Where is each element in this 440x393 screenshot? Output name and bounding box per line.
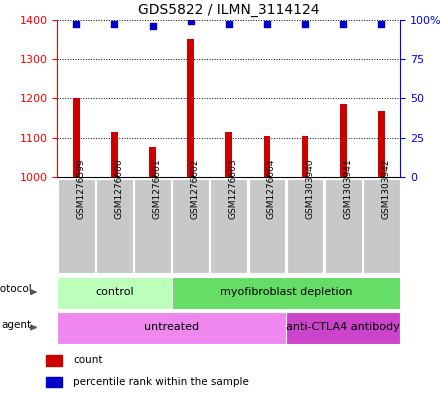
Text: untreated: untreated [144,322,199,332]
Bar [73,98,80,177]
FancyBboxPatch shape [286,312,400,344]
Bar [149,147,156,177]
Point [111,21,118,28]
FancyBboxPatch shape [363,179,400,273]
Text: GSM1303942: GSM1303942 [381,158,390,219]
Text: control: control [95,287,134,297]
Text: myofibroblast depletion: myofibroblast depletion [220,287,352,297]
Bar [264,136,270,177]
FancyBboxPatch shape [172,277,400,309]
FancyBboxPatch shape [172,179,209,273]
Text: count: count [73,355,103,365]
Point [340,21,347,28]
Text: agent: agent [1,320,32,330]
Bar [225,132,232,177]
Text: GSM1303940: GSM1303940 [305,158,314,219]
FancyBboxPatch shape [210,179,247,273]
FancyBboxPatch shape [287,179,323,273]
Bar [340,104,347,177]
Bar [187,39,194,177]
Text: percentile rank within the sample: percentile rank within the sample [73,377,249,387]
FancyBboxPatch shape [58,179,95,273]
Text: anti-CTLA4 antibody: anti-CTLA4 antibody [286,322,400,332]
Point [378,21,385,28]
Bar [46,355,62,365]
Text: GSM1303941: GSM1303941 [343,158,352,219]
FancyBboxPatch shape [249,179,285,273]
Bar [111,132,118,177]
Text: GSM1276604: GSM1276604 [267,158,276,219]
Text: GSM1276599: GSM1276599 [76,158,85,219]
Text: GSM1276600: GSM1276600 [114,158,123,219]
FancyBboxPatch shape [57,312,286,344]
Point [187,18,194,24]
Text: GSM1276602: GSM1276602 [191,158,200,219]
Point [264,21,271,28]
Text: GSM1276601: GSM1276601 [153,158,161,219]
FancyBboxPatch shape [134,179,171,273]
Text: GSM1276603: GSM1276603 [229,158,238,219]
FancyBboxPatch shape [96,179,133,273]
Point [301,21,308,28]
Point [225,21,232,28]
FancyBboxPatch shape [325,179,362,273]
Point [149,23,156,29]
Title: GDS5822 / ILMN_3114124: GDS5822 / ILMN_3114124 [138,3,319,17]
FancyBboxPatch shape [57,277,172,309]
Bar [378,111,385,177]
Text: protocol: protocol [0,284,32,294]
Bar [46,377,62,387]
Bar [302,136,308,177]
Point [73,21,80,28]
